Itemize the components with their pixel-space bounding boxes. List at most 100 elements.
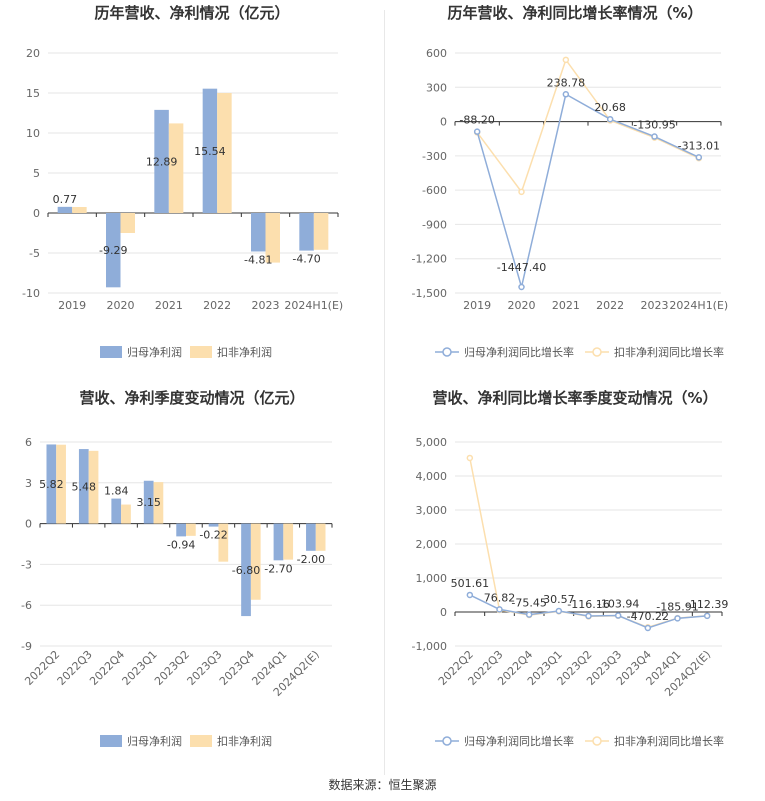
bar-parent-net-profit: [57, 206, 73, 213]
legend-swatch: [100, 735, 122, 747]
data-label: -88.20: [459, 114, 494, 127]
bar-deducted-net-profit: [88, 450, 99, 524]
line-point: [518, 188, 525, 196]
y-tick-label: -5: [29, 247, 40, 260]
bar-deducted-net-profit: [217, 93, 232, 213]
legend-label: 扣非净利润同比增长率: [614, 345, 724, 359]
legend-marker: [592, 736, 602, 746]
x-tick-label: 2022Q4: [87, 648, 127, 688]
line-point: [644, 624, 652, 632]
line-point: [466, 454, 474, 462]
bar-deducted-net-profit: [265, 213, 280, 263]
y-tick-label: 4,000: [416, 470, 448, 483]
y-tick-label: 3: [25, 477, 32, 490]
bar-deducted-net-profit: [250, 523, 261, 600]
data-label: -0.94: [167, 538, 195, 551]
chart-title: 营收、净利同比增长率季度变动情况（%）: [432, 389, 717, 407]
y-tick-label: -900: [422, 218, 447, 231]
bar-deducted-net-profit: [313, 213, 329, 250]
x-tick-label: 2022Q2: [22, 648, 62, 688]
data-label: 5.48: [72, 480, 97, 493]
y-tick-label: -300: [422, 150, 447, 163]
data-label: 76.82: [484, 591, 516, 604]
bar-deducted-net-profit: [120, 213, 135, 233]
line-point: [555, 607, 563, 615]
data-label: -0.22: [199, 529, 227, 542]
x-tick-label: 2022: [596, 299, 624, 312]
data-label: -1447.40: [497, 261, 546, 274]
annual-growth-line-chart: 历年营收、净利同比增长率情况（%） 600 300 0 -300 -600 -900 -1,2…: [412, 4, 729, 359]
y-tick-label: -6: [21, 599, 32, 612]
quarterly-profit-bar-chart: 营收、净利季度变动情况（亿元） 6 3 0 -3 -6 -92022Q22022Q32022…: [21, 389, 333, 748]
legend-marker: [442, 347, 452, 357]
x-tick-label: 2023Q4: [217, 648, 257, 688]
y-tick-label: -1,000: [412, 640, 447, 653]
y-tick-label: -3: [21, 558, 32, 571]
legend-label: 扣非净利润同比增长率: [614, 734, 724, 748]
legend-label: 扣非净利润: [217, 345, 272, 359]
data-label: -4.81: [244, 253, 272, 266]
bar-parent-net-profit: [78, 449, 89, 524]
legend-label: 归母净利润同比增长率: [464, 734, 574, 748]
y-tick-label: -9: [21, 640, 32, 653]
bar-parent-net-profit: [46, 444, 57, 524]
line-point: [518, 283, 525, 291]
x-tick-label: 2023Q3: [185, 648, 225, 688]
bar-parent-net-profit: [241, 523, 251, 617]
data-label: -103.94: [597, 598, 639, 611]
bar-deducted-net-profit: [186, 523, 196, 536]
data-label: 20.68: [594, 101, 626, 114]
y-tick-label: 5: [33, 167, 40, 180]
y-tick-label: -600: [422, 184, 447, 197]
data-label: -470.22: [627, 610, 669, 623]
bar-parent-net-profit: [299, 213, 314, 251]
bar-parent-net-profit: [111, 498, 122, 524]
y-tick-label: 300: [426, 81, 447, 94]
data-label: -4.70: [292, 253, 320, 266]
y-tick-label: 0: [33, 207, 40, 220]
legend-swatch: [190, 735, 212, 747]
bar-parent-net-profit: [106, 213, 121, 288]
legend-label: 归母净利润: [127, 345, 182, 359]
bar-deducted-net-profit: [283, 523, 294, 560]
y-tick-label: 600: [426, 47, 447, 60]
x-tick-label: 2020: [107, 299, 135, 312]
line-point: [703, 612, 711, 620]
data-label: 15.54: [194, 145, 226, 158]
legend-label: 归母净利润: [127, 734, 182, 748]
y-tick-label: 10: [26, 127, 40, 140]
line-point: [614, 612, 622, 619]
bar-parent-net-profit: [273, 523, 284, 561]
y-tick-label: 15: [26, 87, 40, 100]
y-tick-label: 0: [25, 518, 32, 531]
y-tick-label: -1,200: [412, 253, 447, 266]
bar-parent-net-profit: [251, 213, 266, 252]
y-tick-label: 0: [440, 116, 447, 129]
line-point: [525, 611, 533, 618]
line-point: [562, 56, 570, 64]
line-point: [606, 115, 614, 123]
data-label: -6.80: [232, 564, 260, 577]
x-tick-label: 2022: [203, 299, 231, 312]
x-tick-label: 2019: [58, 299, 86, 312]
data-label: -116.16: [567, 598, 609, 611]
bar-deducted-net-profit: [56, 444, 66, 524]
bar-deducted-net-profit: [168, 123, 184, 213]
data-label: 5.82: [39, 478, 64, 491]
bar-deducted-net-profit: [153, 482, 164, 524]
data-label: -2.70: [264, 562, 292, 575]
data-label: 30.57: [543, 593, 575, 606]
legend-swatch: [100, 346, 122, 358]
line-parent-net-profit-growth: [476, 93, 700, 288]
data-label: -130.95: [633, 119, 675, 132]
x-tick-label: 2024H1(E): [284, 299, 343, 312]
x-tick-label: 2023: [641, 299, 669, 312]
chart-title: 营收、净利季度变动情况（亿元）: [79, 389, 304, 407]
bar-parent-net-profit: [208, 523, 219, 527]
quarterly-growth-line-chart: 营收、净利同比增长率季度变动情况（%） 5,000 4,000 3,000 2,000 1…: [412, 389, 729, 748]
legend-label: 扣非净利润: [217, 734, 272, 748]
bar-parent-net-profit: [176, 523, 186, 537]
y-tick-label: 1,000: [416, 572, 448, 585]
x-tick-label: 2020: [508, 299, 536, 312]
bar-deducted-net-profit: [121, 504, 131, 524]
